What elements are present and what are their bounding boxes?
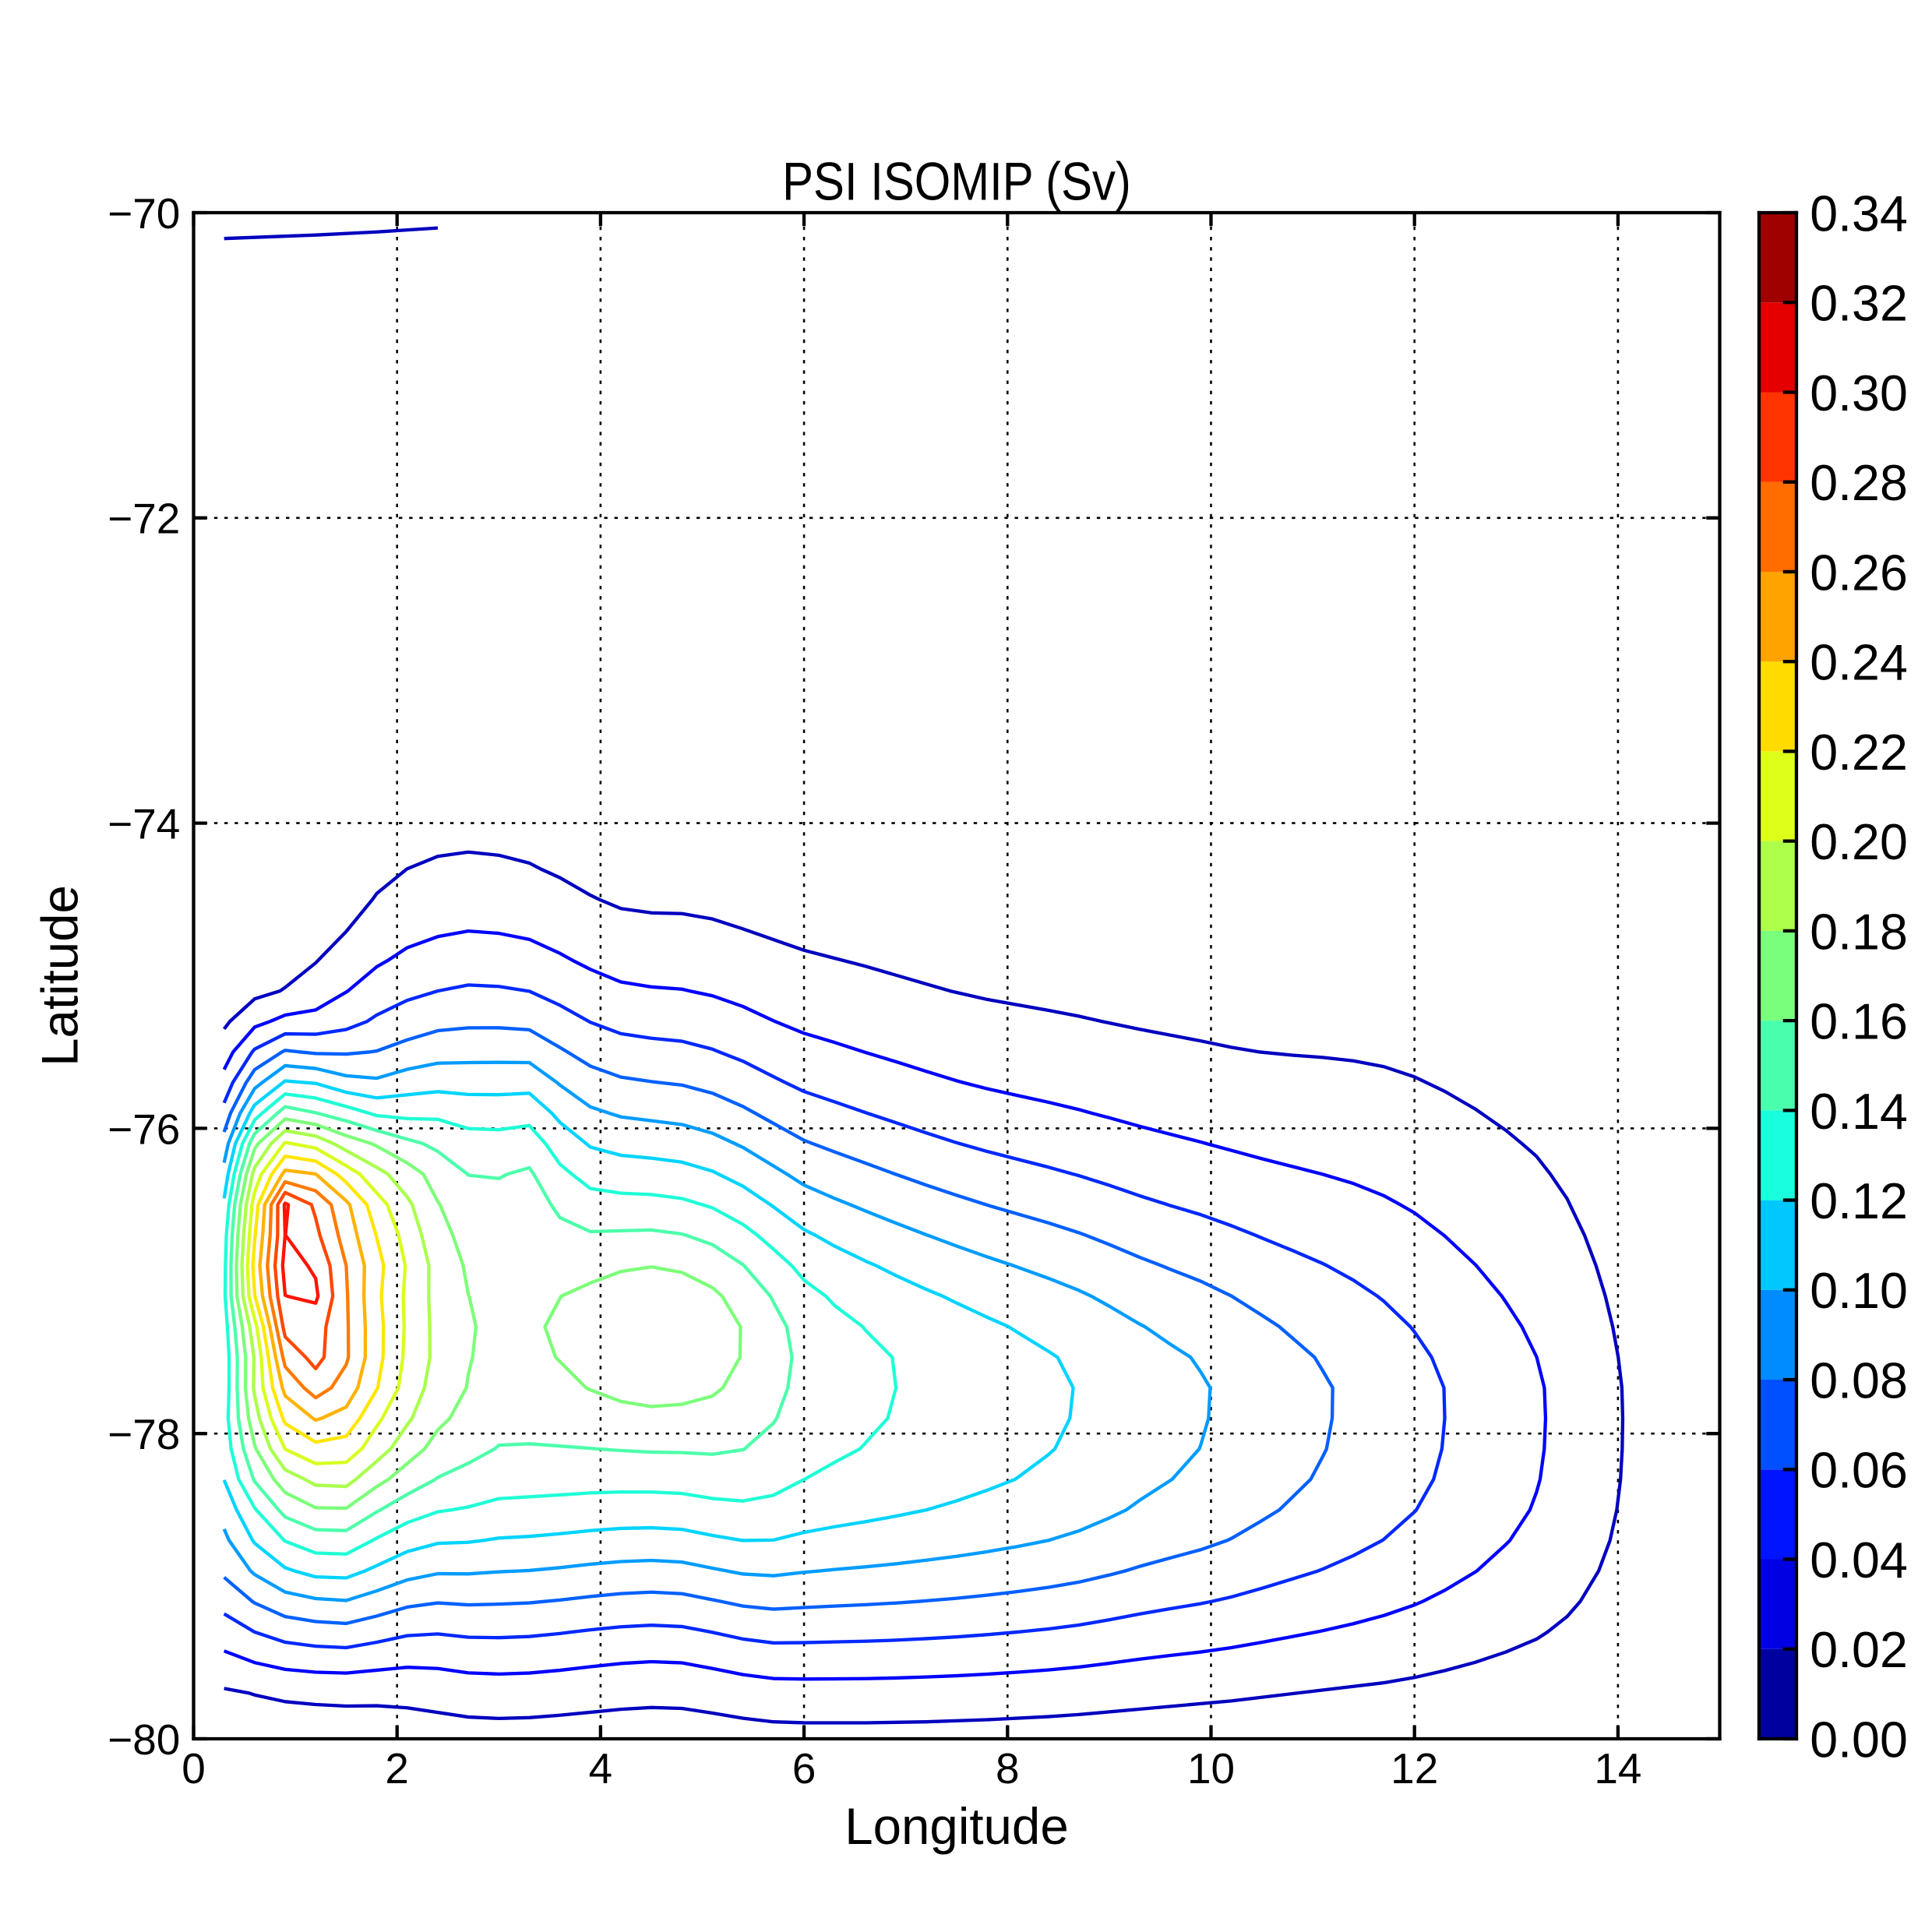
- svg-text:0.10: 0.10: [1810, 1263, 1908, 1319]
- svg-text:0.28: 0.28: [1810, 455, 1908, 511]
- svg-text:Latitude: Latitude: [32, 885, 89, 1066]
- svg-text:0.22: 0.22: [1810, 724, 1908, 781]
- svg-text:0: 0: [182, 1744, 206, 1793]
- svg-text:−80: −80: [108, 1715, 180, 1764]
- svg-text:−70: −70: [108, 189, 180, 238]
- svg-text:0.20: 0.20: [1810, 814, 1908, 870]
- svg-text:0.32: 0.32: [1810, 276, 1908, 332]
- svg-text:0.34: 0.34: [1810, 185, 1908, 242]
- svg-text:0.26: 0.26: [1810, 545, 1908, 601]
- svg-text:−78: −78: [108, 1410, 180, 1458]
- svg-text:0.08: 0.08: [1810, 1352, 1908, 1408]
- svg-text:0.00: 0.00: [1810, 1712, 1908, 1768]
- svg-text:−72: −72: [108, 495, 180, 543]
- svg-text:0.06: 0.06: [1810, 1443, 1908, 1499]
- svg-text:8: 8: [996, 1744, 1020, 1793]
- svg-text:PSI ISOMIP (Sv): PSI ISOMIP (Sv): [782, 151, 1131, 212]
- svg-text:0.02: 0.02: [1810, 1622, 1908, 1678]
- svg-text:Longitude: Longitude: [844, 1798, 1068, 1855]
- svg-text:0.24: 0.24: [1810, 635, 1908, 691]
- svg-text:6: 6: [792, 1744, 816, 1793]
- svg-text:−74: −74: [108, 799, 180, 848]
- svg-text:0.18: 0.18: [1810, 904, 1908, 960]
- svg-text:0.14: 0.14: [1810, 1084, 1908, 1140]
- svg-text:10: 10: [1187, 1744, 1235, 1793]
- svg-text:0.16: 0.16: [1810, 994, 1908, 1050]
- svg-text:4: 4: [589, 1744, 613, 1793]
- svg-text:12: 12: [1391, 1744, 1438, 1793]
- svg-text:0.30: 0.30: [1810, 365, 1908, 421]
- svg-text:14: 14: [1594, 1744, 1641, 1793]
- svg-text:2: 2: [385, 1744, 409, 1793]
- svg-text:0.04: 0.04: [1810, 1532, 1908, 1588]
- svg-text:−76: −76: [108, 1105, 180, 1153]
- svg-text:0.12: 0.12: [1810, 1173, 1908, 1229]
